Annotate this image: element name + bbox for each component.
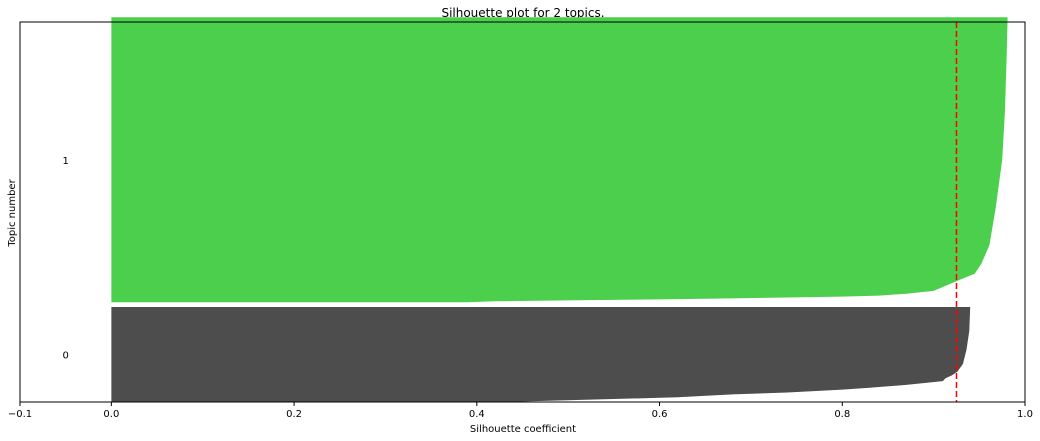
x-tick-label: 0.4 — [469, 409, 485, 420]
x-tick-label: −0.1 — [8, 409, 32, 420]
x-axis-ticks: −0.1 0.0 0.2 0.4 0.6 0.8 1.0 — [8, 402, 1033, 420]
x-tick-label: 0.2 — [286, 409, 302, 420]
silhouette-cluster-0 — [111, 307, 971, 402]
silhouette-cluster-1 — [111, 17, 1008, 303]
cluster-labels: 01 — [62, 156, 68, 362]
plot-border — [19, 21, 1026, 403]
cluster-label-0: 0 — [62, 351, 68, 362]
cluster-label-1: 1 — [62, 156, 68, 167]
x-tick-label: 0.6 — [652, 409, 668, 420]
x-tick-label: 1.0 — [1017, 409, 1033, 420]
chart-title: Silhouette plot for 2 topics. — [441, 6, 604, 20]
silhouette-clusters — [111, 17, 1008, 402]
x-tick-label: 0.8 — [834, 409, 850, 420]
y-axis-label: Topic number — [7, 178, 18, 247]
x-tick-label: 0.0 — [103, 409, 119, 420]
x-axis-label: Silhouette coefficient — [470, 424, 576, 435]
